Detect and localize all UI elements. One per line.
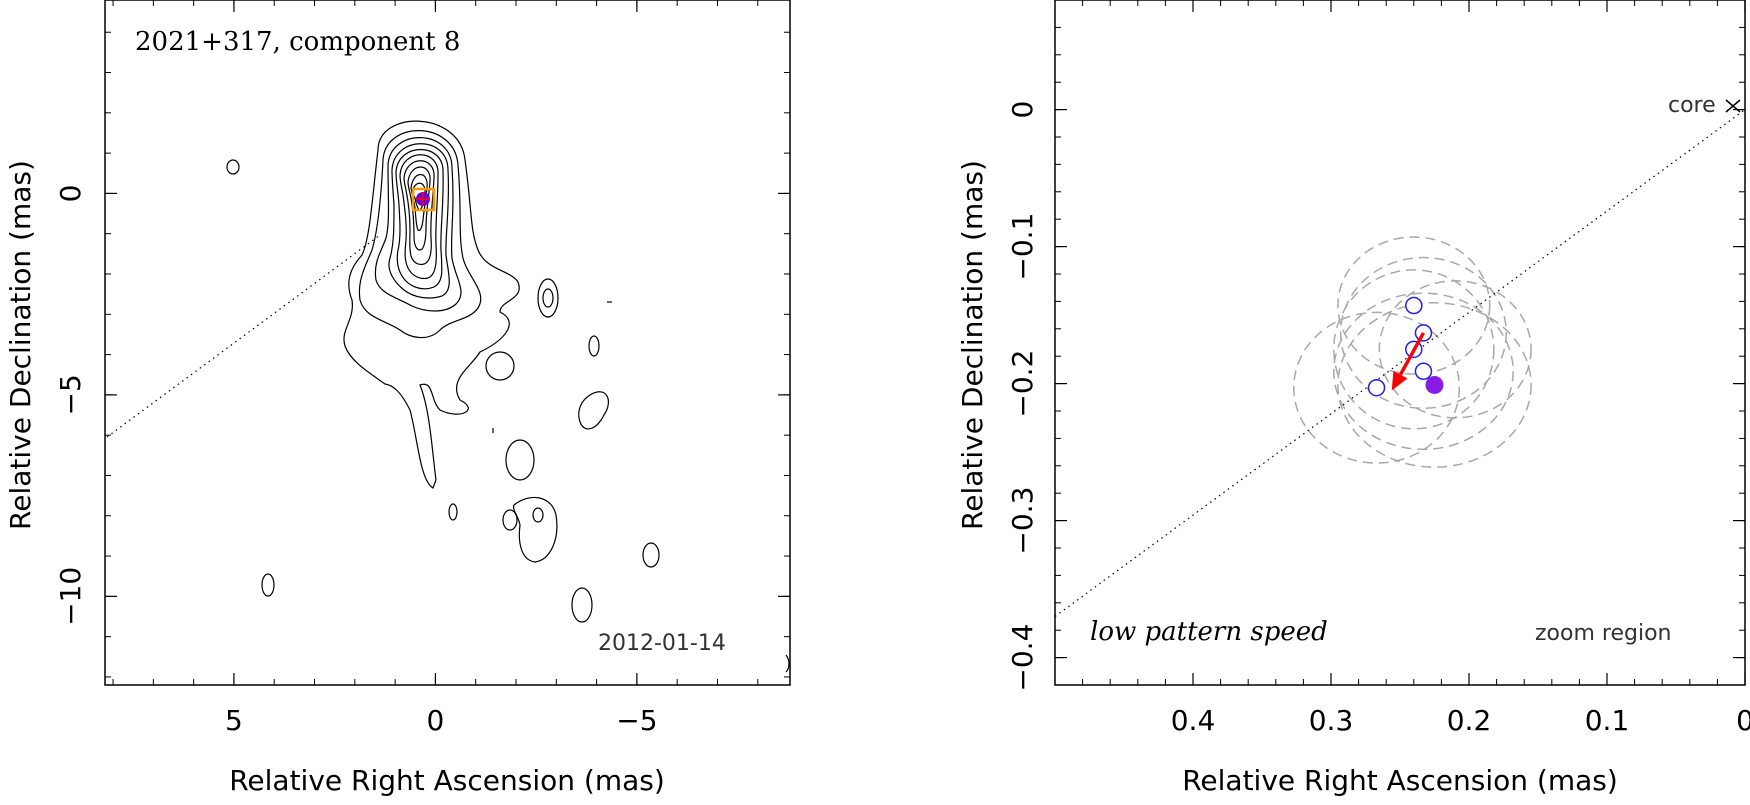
pattern-speed-label: low pattern speed [1090, 617, 1328, 647]
left-title: 2021+317, component 8 [135, 27, 460, 57]
contour-island [448, 503, 458, 521]
contour-level [374, 137, 462, 312]
arrow-shaft [1398, 332, 1425, 376]
motion-arrow [1391, 332, 1425, 391]
open-point [1367, 378, 1386, 397]
contour-island [588, 335, 600, 357]
error-ellipse [1333, 292, 1514, 451]
x-tick-label: 0.1 [1585, 704, 1630, 737]
right-panel: 0.4 0.3 0.2 0.1 0 0 −0.1 −0.2 −0.3 −0.4 core low … [956, 0, 1750, 797]
contour-level [407, 166, 431, 251]
zoom-region-label: zoom region [1535, 621, 1671, 646]
error-ellipse [1339, 256, 1508, 410]
core-marker [1725, 99, 1741, 113]
filled-point [1425, 375, 1444, 394]
contour-island [532, 507, 544, 523]
x-tick-label: 0.4 [1171, 704, 1216, 737]
y-tick-label: −0.3 [1006, 487, 1039, 555]
contour-island [485, 351, 515, 381]
arrow-head [1391, 370, 1408, 391]
contour-island [537, 278, 559, 318]
contour-level [410, 173, 428, 232]
position-points [1367, 296, 1444, 397]
x-tick-label: 0 [426, 704, 444, 737]
diagonal-line [1054, 109, 1746, 617]
right-x-axis-title: Relative Right Ascension (mas) [1182, 764, 1618, 797]
contour-level [358, 130, 482, 339]
contour-level [388, 143, 450, 299]
right-y-axis-title: Relative Declination (mas) [956, 160, 989, 530]
y-tick-label: −0.1 [1006, 213, 1039, 281]
core-label: core [1668, 93, 1716, 118]
left-panel: 5 0 −5 0 −5 −10 [4, 0, 791, 797]
error-ellipse [1292, 311, 1461, 464]
left-ticks: 5 0 −5 0 −5 −10 [54, 0, 790, 737]
y-tick-label: 0 [1006, 101, 1039, 119]
y-tick-label: 0 [54, 184, 87, 202]
x-tick-label: 0.3 [1309, 704, 1354, 737]
right-ticks: 0.4 0.3 0.2 0.1 0 0 −0.1 −0.2 −0.3 −0.4 [1006, 0, 1750, 737]
error-ellipse [1378, 280, 1532, 419]
contour-level [343, 120, 520, 489]
x-tick-label: 5 [225, 704, 243, 737]
observation-date: 2012-01-14 [598, 631, 726, 656]
open-point [1414, 362, 1433, 381]
contour-map [226, 120, 790, 673]
x-tick-label: 0 [1736, 704, 1750, 737]
contour-island [505, 439, 535, 481]
error-ellipses [1292, 236, 1532, 468]
left-plot-frame [104, 0, 791, 686]
error-ellipse [1333, 269, 1495, 430]
open-point [1405, 296, 1423, 315]
contour-island [642, 542, 660, 568]
contour-island [513, 496, 558, 563]
error-ellipse [1337, 302, 1532, 468]
contour-island [261, 573, 275, 597]
contour-island [571, 587, 593, 623]
contour-island [542, 288, 554, 308]
left-y-axis-title: Relative Declination (mas) [4, 160, 37, 530]
error-ellipse [1337, 236, 1491, 375]
component-marker [411, 187, 436, 212]
x-tick-label: −5 [616, 704, 657, 737]
contour-level [399, 154, 439, 280]
y-tick-label: −0.4 [1006, 624, 1039, 692]
jet-axis-line [106, 234, 381, 438]
contour-island [226, 159, 240, 175]
left-x-axis-title: Relative Right Ascension (mas) [229, 764, 665, 797]
y-tick-label: −5 [54, 374, 87, 415]
contour-level [403, 160, 435, 266]
y-tick-label: −10 [54, 567, 87, 626]
contour-island [502, 509, 518, 531]
core-cross [1725, 99, 1741, 113]
contour-island [578, 391, 609, 430]
right-plot-frame [1054, 0, 1746, 686]
x-tick-label: 0.2 [1447, 704, 1492, 737]
contour-island [785, 654, 790, 673]
contour-level [395, 149, 444, 290]
marker-box [411, 187, 436, 212]
y-tick-label: −0.2 [1006, 350, 1039, 418]
